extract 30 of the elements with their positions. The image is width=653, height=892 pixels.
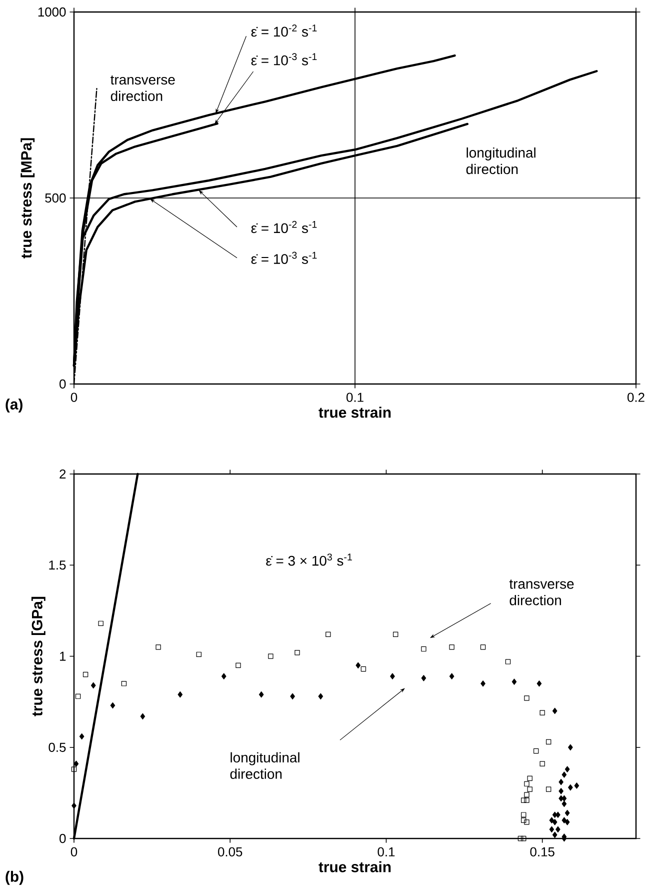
y-tick-label: 1000	[38, 7, 66, 17]
annotation: longitudinal direction	[230, 752, 300, 779]
x-axis-title: true strain	[318, 861, 391, 872]
annotation: transverse direction	[110, 75, 175, 102]
annotation: longitudinal direction	[466, 147, 536, 174]
x-tick-label: 0	[70, 392, 78, 402]
y-tick-label: 0.5	[48, 742, 66, 752]
annotation: ε̇ = 10$^{-3}$ s$^{-1}$	[251, 252, 317, 264]
annotation: ε̇ = 10$^{-3}$ s$^{-1}$	[251, 53, 317, 66]
y-tick-label: 0	[60, 379, 66, 389]
x-tick-label: 0.1	[346, 392, 364, 402]
x-axis-title: true strain	[318, 406, 391, 418]
y-tick-label: 1	[60, 652, 66, 661]
y-tick-label: 0	[60, 834, 66, 844]
y-axis-title: true stress [GPa]	[31, 596, 46, 716]
y-tick-label: 1.5	[49, 560, 66, 570]
x-tick-label: 0.1	[378, 847, 395, 856]
annotation: ε̇ = 10$^{-2}$ s$^{-1}$	[251, 24, 317, 37]
x-tick-label: 0.15	[530, 847, 554, 856]
y-axis-title: true stress [MPa]	[20, 138, 35, 258]
y-tick-label: 2	[60, 469, 66, 479]
text: (a)	[6, 398, 22, 413]
y-tick-label: 500	[45, 193, 66, 203]
x-tick-label: 0.05	[218, 847, 242, 856]
annotation: ε̇ = 3 × 10$^{3}$ s$^{-1}$	[266, 554, 352, 566]
text: (b)	[6, 870, 24, 885]
annotation: transverse direction	[509, 580, 574, 606]
annotation: ε̇ = 10$^{-2}$ s$^{-1}$	[251, 220, 317, 234]
x-tick-label: 0.2	[628, 392, 644, 402]
x-tick-label: 0	[70, 847, 78, 856]
